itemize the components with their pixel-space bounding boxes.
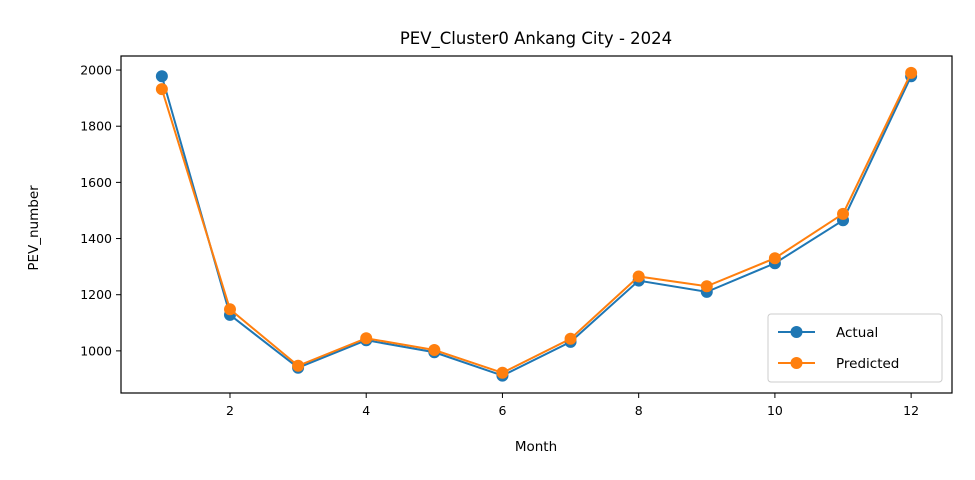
data-point-predicted	[700, 280, 713, 293]
chart-title: PEV_Cluster0 Ankang City - 2024	[400, 29, 672, 49]
x-tick-label: 4	[362, 403, 370, 418]
data-point-predicted	[496, 366, 509, 379]
y-tick-label: 1600	[80, 175, 112, 190]
data-point-predicted	[155, 83, 168, 96]
y-tick-label: 1400	[80, 231, 112, 246]
plot-frame	[120, 55, 953, 394]
data-point-predicted	[768, 252, 781, 265]
plot-area	[155, 66, 918, 382]
y-tick-label: 1000	[80, 343, 112, 358]
legend-label-predicted: Predicted	[836, 356, 899, 372]
data-point-predicted	[292, 359, 305, 372]
data-point-predicted	[905, 66, 918, 79]
data-point-predicted	[223, 303, 236, 316]
data-point-predicted	[360, 332, 373, 345]
legend-marker-predicted	[790, 357, 803, 369]
x-axis-label: Month	[515, 439, 557, 455]
x-tick-label: 6	[498, 403, 506, 418]
data-point-predicted	[564, 332, 577, 345]
y-axis: 1000 1200 1400 1600 1800 2000	[80, 63, 121, 358]
y-tick-label: 1200	[80, 287, 112, 302]
x-axis: 2 4 6 8 10 12	[226, 393, 919, 418]
legend-marker-actual	[790, 326, 803, 338]
data-point-predicted	[837, 207, 850, 220]
x-tick-label: 8	[635, 403, 643, 418]
x-tick-label: 12	[903, 403, 919, 418]
legend-label-actual: Actual	[836, 325, 878, 341]
series-line-predicted	[160, 72, 913, 374]
y-tick-label: 1800	[80, 119, 112, 134]
legend: Actual Predicted	[767, 313, 943, 383]
series-line-actual	[160, 75, 913, 377]
y-axis-label: PEV_number	[26, 185, 42, 271]
y-tick-label: 2000	[80, 63, 112, 78]
data-point-actual	[155, 70, 168, 83]
x-tick-label: 2	[226, 403, 234, 418]
x-tick-label: 10	[767, 403, 783, 418]
data-point-predicted	[428, 344, 441, 357]
data-point-predicted	[632, 270, 645, 283]
